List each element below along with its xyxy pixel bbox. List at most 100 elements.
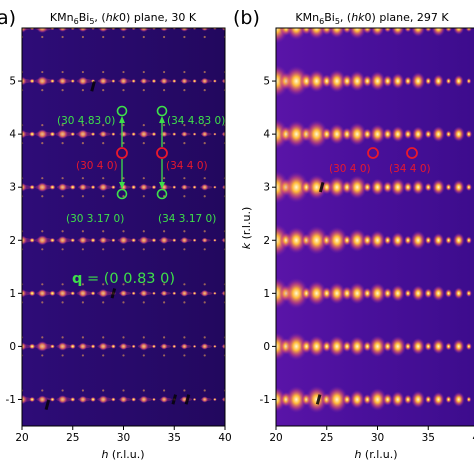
peak-streak xyxy=(35,184,53,190)
peak-streak xyxy=(180,132,191,136)
panel-b-ylabel: k (r.l.u.) xyxy=(240,207,253,250)
peak-streak xyxy=(55,131,73,137)
peak-streak xyxy=(57,79,72,84)
satellite-peak xyxy=(142,354,145,357)
bragg-peak xyxy=(432,338,445,355)
satellite-peak xyxy=(183,336,186,339)
peak-streak xyxy=(222,186,225,189)
bragg-peak xyxy=(445,183,452,192)
satellite-peak xyxy=(81,230,84,233)
y-tick-label: 2 xyxy=(9,235,16,247)
peak-streak xyxy=(118,291,132,296)
peak-streak xyxy=(56,185,72,190)
satellite-peak xyxy=(163,230,166,233)
bragg-peak xyxy=(22,129,27,139)
bragg-peak xyxy=(69,343,76,350)
bragg-peak xyxy=(391,28,405,37)
bragg-peak xyxy=(382,393,393,406)
peak-streak xyxy=(118,79,132,83)
satellite-peak xyxy=(102,354,105,357)
bragg-peak xyxy=(57,288,68,298)
bragg-peak xyxy=(110,397,116,402)
satellite-peak xyxy=(163,124,166,127)
bragg-peak xyxy=(99,130,108,138)
satellite-peak xyxy=(203,248,206,251)
bragg-peak xyxy=(349,336,366,357)
bragg-peak xyxy=(37,289,48,298)
bragg-peak xyxy=(111,132,116,137)
bragg-peak xyxy=(390,284,405,302)
peak-streak xyxy=(22,28,32,31)
satellite-peak xyxy=(142,230,145,233)
bragg-peak xyxy=(29,28,35,31)
bragg-peak xyxy=(49,131,56,137)
bragg-peak xyxy=(305,385,328,414)
bragg-peak xyxy=(57,342,68,351)
peak-streak xyxy=(97,344,112,349)
bragg-peak xyxy=(172,344,177,349)
bragg-peak xyxy=(201,343,209,350)
peak-streak xyxy=(22,185,32,190)
bragg-peak xyxy=(139,342,149,351)
bragg-peak xyxy=(403,394,413,405)
bragg-peak xyxy=(139,395,149,404)
detector-artifact xyxy=(315,394,322,405)
bragg-peak xyxy=(391,72,405,90)
bragg-peak xyxy=(403,128,413,140)
satellite-peak xyxy=(122,35,125,39)
bragg-peak xyxy=(152,397,156,402)
bragg-peak xyxy=(131,132,137,137)
bragg-peak xyxy=(432,233,445,248)
satellite-peak xyxy=(41,354,44,357)
satellite-peak xyxy=(102,124,105,127)
panel-a-axes: 20 25 30 35 40 5 4 3 2 1 0 -1 xyxy=(6,76,232,444)
y-tick-label: 4 xyxy=(263,129,270,141)
satellite-peak xyxy=(203,195,206,198)
satellite-peak xyxy=(203,301,206,304)
bragg-peak xyxy=(180,343,188,350)
bragg-peak xyxy=(307,335,326,358)
bragg-peak xyxy=(368,388,387,411)
satellite-peak xyxy=(61,389,64,392)
panel-b-label: (b) xyxy=(233,7,260,29)
satellite-peak xyxy=(61,88,64,92)
peak-streak xyxy=(138,28,153,31)
bragg-peak xyxy=(432,74,444,88)
bragg-peak xyxy=(325,385,348,414)
bragg-peak xyxy=(453,28,465,35)
bragg-peak xyxy=(445,77,452,85)
peak-streak xyxy=(118,397,132,402)
bragg-peak xyxy=(36,182,48,193)
bragg-peak xyxy=(36,28,49,34)
marker-red-30-4-0 xyxy=(116,147,128,159)
bragg-peak xyxy=(305,119,329,149)
x-tick-label: 30 xyxy=(371,432,384,444)
arrowhead-up-right xyxy=(159,116,165,123)
bragg-peak xyxy=(131,397,137,402)
satellite-peak xyxy=(163,248,166,251)
bragg-peak xyxy=(391,391,405,408)
panel-b-peaks xyxy=(276,28,474,414)
bragg-peak xyxy=(424,129,432,139)
satellite-peak xyxy=(183,124,186,127)
bragg-peak xyxy=(465,183,473,192)
bragg-peak xyxy=(342,393,352,406)
peak-streak xyxy=(200,344,213,349)
bragg-peak xyxy=(221,28,225,32)
bragg-peak xyxy=(36,76,48,87)
bragg-peak xyxy=(444,288,453,298)
satellite-peak xyxy=(142,283,145,286)
peak-streak xyxy=(34,28,53,31)
bragg-peak xyxy=(213,291,217,295)
bragg-peak xyxy=(453,287,464,300)
bragg-peak xyxy=(28,343,36,350)
satellite-peak xyxy=(122,195,125,198)
satellite-peak xyxy=(102,88,105,92)
bragg-peak xyxy=(445,28,453,33)
peak-streak xyxy=(137,238,153,243)
bragg-peak xyxy=(382,128,393,141)
bragg-peak xyxy=(151,344,157,349)
label-red-left: (30 4 0) xyxy=(76,160,118,172)
bragg-peak xyxy=(57,395,68,404)
satellite-peak xyxy=(61,336,64,339)
